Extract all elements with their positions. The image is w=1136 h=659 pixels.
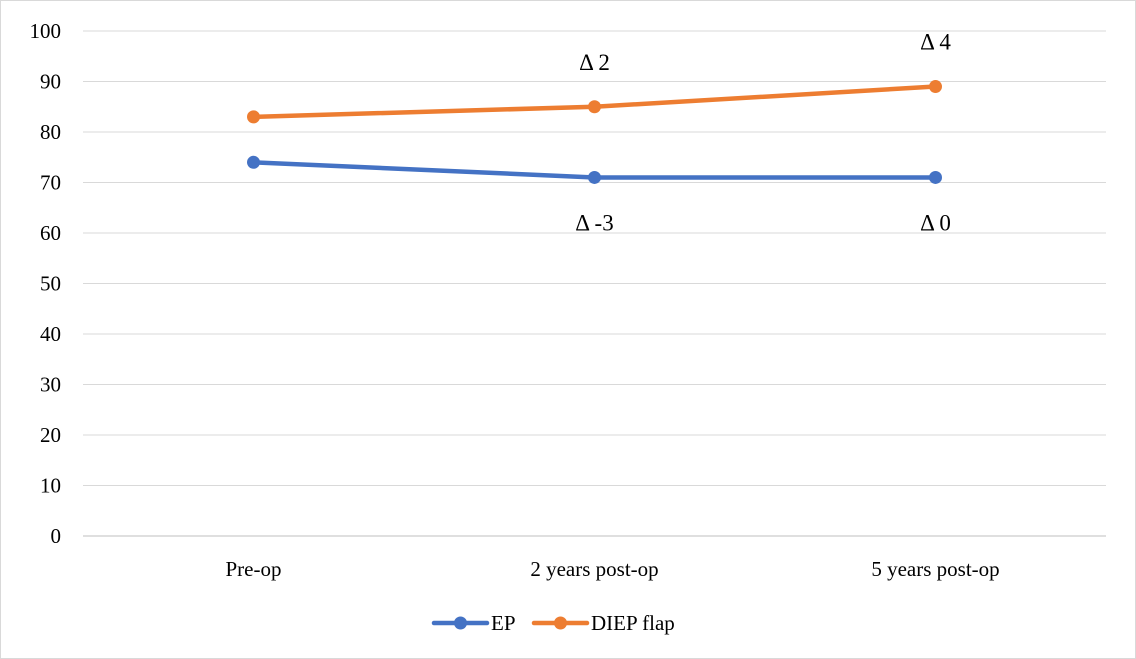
x-tick-label: 5 years post-op [871,557,999,581]
x-tick-label: 2 years post-op [530,557,658,581]
y-tick-label: 40 [40,322,61,346]
data-annotation: Δ 4 [920,30,951,55]
y-tick-label: 0 [51,524,62,548]
y-tick-label: 90 [40,70,61,94]
data-point [588,100,601,114]
data-point [929,170,942,184]
y-tick-label: 10 [40,474,61,498]
y-tick-label: 20 [40,423,61,447]
y-tick-label: 70 [40,171,61,195]
legend-marker [454,616,467,630]
data-annotation: Δ -3 [575,210,613,235]
x-tick-label: Pre-op [226,557,282,581]
y-tick-label: 80 [40,120,61,144]
y-tick-label: 100 [30,19,62,43]
legend-marker [554,616,567,630]
y-tick-label: 50 [40,272,61,296]
data-point [247,110,260,124]
y-tick-label: 60 [40,221,61,245]
data-point [588,170,601,184]
legend-label: DIEP flap [591,611,675,635]
data-point [247,155,260,169]
data-annotation: Δ 2 [579,50,610,75]
data-point [929,80,942,94]
legend-label: EP [491,611,516,635]
y-tick-label: 30 [40,373,61,397]
data-annotation: Δ 0 [920,210,951,235]
